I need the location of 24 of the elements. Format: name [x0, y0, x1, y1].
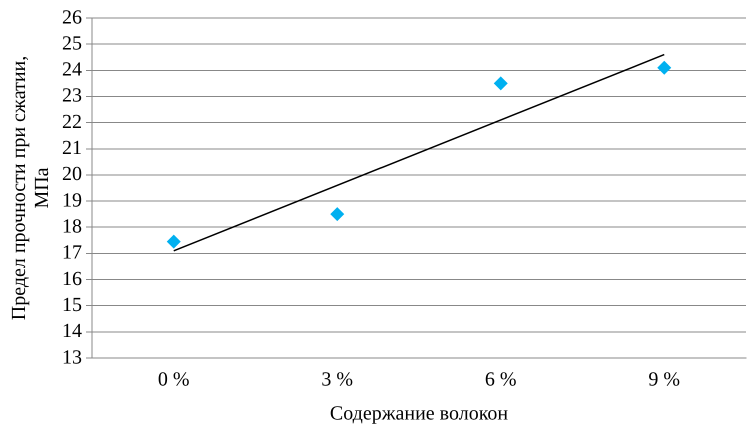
y-tick-label: 24	[62, 58, 82, 81]
y-tick-label: 26	[62, 6, 82, 28]
x-tick-label: 0 %	[158, 368, 190, 390]
y-tick-label: 15	[62, 294, 82, 316]
y-tick-label: 21	[62, 137, 82, 160]
x-tick-label: 9 %	[648, 368, 680, 390]
point	[494, 76, 508, 90]
x-tick-label: 3 %	[321, 368, 354, 390]
point	[330, 207, 344, 222]
y-tick-label: 16	[62, 268, 82, 290]
y-tick-label: 19	[62, 189, 82, 212]
y-tick-label: 14	[62, 320, 82, 342]
y-tick-label: 20	[62, 163, 82, 186]
point	[657, 60, 672, 75]
y-axis-title: Предел прочности при сжатии, МПа	[8, 56, 53, 320]
x-axis-title: Содержание волокон	[330, 402, 508, 424]
point	[166, 234, 181, 249]
y-tick-label: 23	[62, 84, 82, 107]
y-tick-label: 17	[62, 242, 82, 264]
y-tick-label: 18	[62, 215, 82, 238]
x-tick-label: 6 %	[484, 368, 517, 390]
y-tick-label: 22	[62, 110, 82, 133]
y-tick-label: 13	[62, 346, 82, 368]
y-tick-label: 25	[62, 32, 82, 54]
